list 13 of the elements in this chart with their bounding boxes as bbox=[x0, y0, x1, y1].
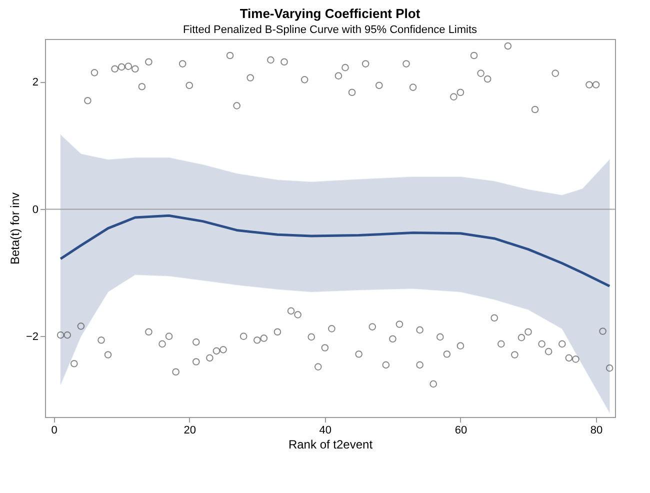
chart-subtitle: Fitted Penalized B-Spline Curve with 95% Confidence Limits bbox=[182, 24, 478, 36]
y-tick-label: −2 bbox=[26, 330, 38, 343]
x-tick-label: 60 bbox=[454, 424, 468, 436]
x-axis-title: Rank of t2event bbox=[288, 438, 374, 452]
y-tick-label: 0 bbox=[32, 204, 38, 216]
y-axis-title: Beta(t) for inv bbox=[8, 192, 22, 265]
y-tick-label: 2 bbox=[32, 76, 38, 89]
x-tick-label: 80 bbox=[590, 424, 603, 436]
x-tick-label: 0 bbox=[51, 424, 58, 436]
line-series bbox=[59, 214, 611, 288]
x-tick-label: 40 bbox=[319, 424, 332, 436]
chart-title: Time-Varying Coefficient Plot bbox=[240, 6, 421, 21]
x-tick-label: 20 bbox=[184, 424, 196, 436]
